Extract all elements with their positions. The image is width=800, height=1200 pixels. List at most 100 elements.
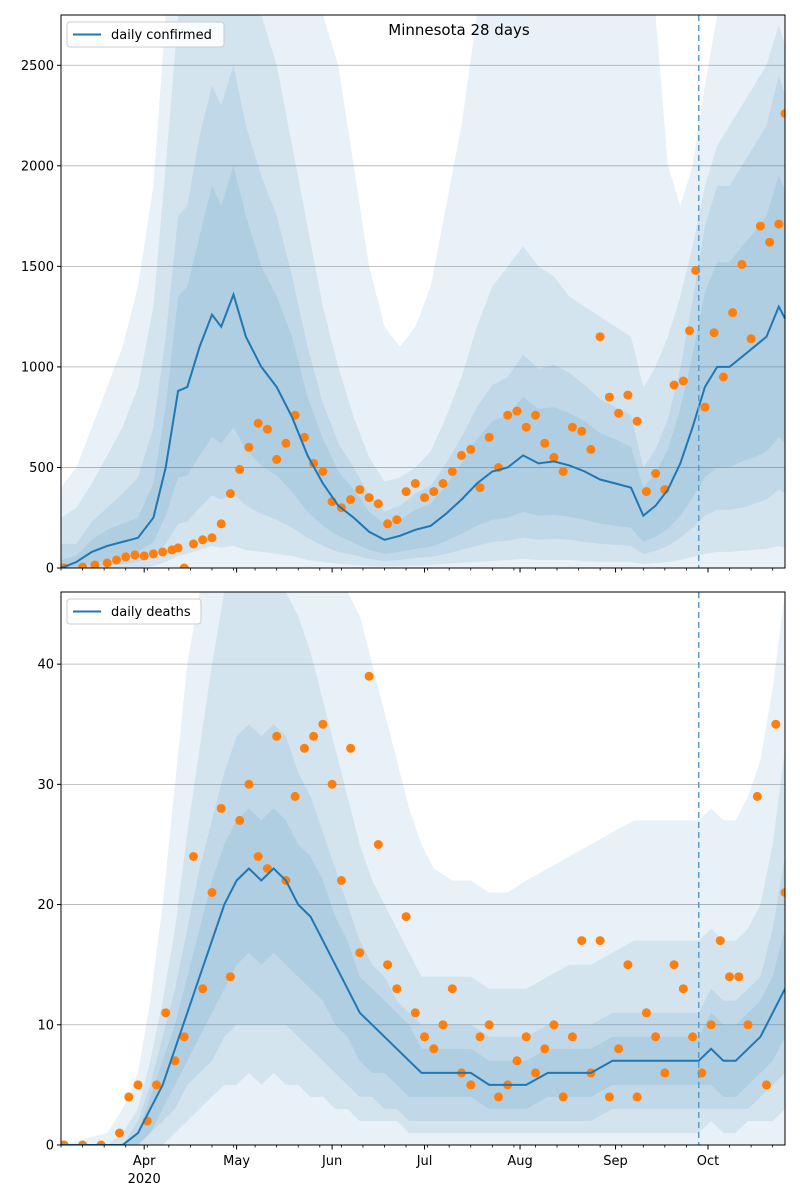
confirmed-observed-point — [148, 549, 158, 559]
deaths-legend-label: daily deaths — [111, 605, 191, 620]
confirmed-observed-point — [512, 406, 522, 416]
confirmed-observed-point — [207, 533, 217, 543]
confirmed-observed-point — [466, 444, 476, 454]
confirmed-observed-point — [678, 376, 688, 386]
confirmed-observed-point — [420, 493, 429, 503]
deaths-axes-frame — [60, 591, 786, 1146]
confirmed-observed-point — [718, 372, 728, 382]
deaths-observed-point — [383, 960, 393, 970]
deaths-observed-point — [225, 972, 235, 982]
confirmed-observed-point — [189, 539, 198, 549]
confirmed-observed-point — [121, 552, 131, 562]
deaths-observed-point — [364, 671, 374, 681]
deaths-observed-point — [235, 815, 245, 825]
confirmed-observed-point — [531, 410, 540, 420]
confirmed-observed-point — [669, 380, 679, 390]
deaths-observed-point — [152, 1080, 161, 1090]
deaths-observed-point — [651, 1032, 661, 1042]
deaths-observed-point — [401, 912, 411, 922]
confirmed-observed-point — [447, 467, 457, 476]
confirmed-observed-point — [102, 558, 112, 568]
deaths-observed-point — [669, 960, 679, 970]
deaths-ytick-label: 30 — [37, 778, 54, 793]
deaths-observed-point — [743, 1020, 753, 1030]
confirmed-observed-point — [355, 485, 365, 495]
deaths-ytick-label: 10 — [37, 1018, 54, 1033]
deaths-observed-point — [61, 1140, 69, 1145]
deaths-observed-point — [632, 1092, 642, 1102]
confirmed-ytick-label: 2000 — [21, 159, 54, 174]
deaths-observed-point — [780, 888, 785, 897]
confirmed-observed-point — [651, 469, 661, 478]
deaths-observed-point — [512, 1056, 522, 1066]
confirmed-observed-point — [586, 444, 596, 454]
deaths-observed-point — [475, 1032, 485, 1042]
deaths-observed-point — [558, 1092, 568, 1102]
deaths-observed-point — [762, 1080, 771, 1090]
confirmed-observed-point — [235, 465, 245, 474]
deaths-observed-point — [466, 1080, 476, 1090]
deaths-observed-point — [272, 731, 282, 741]
confirmed-legend-label: daily confirmed — [111, 28, 212, 43]
deaths-observed-point — [771, 719, 781, 729]
deaths-observed-point — [641, 1008, 651, 1018]
confirmed-observed-point — [746, 334, 756, 344]
confirmed-observed-point — [540, 438, 550, 448]
deaths-observed-point — [540, 1044, 550, 1054]
confirmed-observed-point — [780, 109, 785, 118]
deaths-observed-point — [715, 936, 725, 946]
confirmed-band-2 — [61, 65, 785, 568]
confirmed-observed-point — [373, 499, 383, 509]
deaths-chart-panel: 0 10 20 30 40 Apr 2020 May Jun Jul Aug Sep Oct daily … — [37, 591, 786, 1187]
deaths-observed-point — [124, 1092, 134, 1102]
confirmed-observed-point — [253, 418, 263, 428]
deaths-band-1 — [61, 592, 785, 1145]
confirmed-observed-point — [410, 479, 420, 488]
deaths-observed-point — [244, 779, 254, 789]
deaths-observed-point — [253, 852, 263, 861]
deaths-observed-point — [179, 1032, 189, 1042]
deaths-observed-point — [262, 864, 272, 873]
confirmed-chart-title: Minnesota 28 days — [388, 21, 530, 39]
deaths-observed-point — [531, 1068, 540, 1078]
deaths-observed-point — [392, 984, 402, 994]
confirmed-observed-point — [774, 219, 784, 229]
confirmed-plot-area — [61, 15, 785, 568]
confirmed-observed-point — [728, 308, 738, 318]
confirmed-observed-point — [709, 328, 719, 338]
deaths-observed-point — [133, 1080, 143, 1090]
confirmed-observed-point — [737, 259, 747, 269]
confirmed-observed-point — [685, 326, 694, 336]
confirmed-observed-point — [429, 487, 439, 497]
deaths-observed-point — [115, 1128, 124, 1138]
confirmed-observed-point — [614, 408, 624, 418]
deaths-observed-point — [484, 1020, 494, 1030]
confirmed-observed-point — [130, 550, 140, 560]
deaths-observed-point — [752, 791, 762, 801]
deaths-observed-point — [521, 1032, 531, 1042]
deaths-observed-point — [198, 984, 208, 994]
deaths-model-line — [61, 867, 785, 1145]
confirmed-observed-point — [503, 410, 513, 420]
confirmed-observed-point — [318, 467, 328, 476]
confirmed-observed-point — [691, 265, 701, 275]
confirmed-observed-point — [364, 493, 374, 503]
deaths-observed-point — [614, 1044, 624, 1054]
deaths-observed-point — [355, 948, 365, 958]
deaths-observed-point — [318, 719, 328, 729]
confirmed-observed-point — [90, 560, 100, 568]
deaths-xtick-label: Jun — [321, 1154, 342, 1169]
confirmed-chart-panel: 0 500 1000 1500 2000 2500 Minnesota 28 days dai… — [21, 14, 786, 577]
confirmed-observed-point — [567, 422, 577, 432]
deaths-observed-point — [660, 1068, 670, 1078]
confirmed-observed-point — [577, 426, 587, 436]
deaths-observed-point — [410, 1008, 420, 1018]
deaths-observed-point — [373, 840, 383, 849]
confirmed-observed-point — [755, 221, 765, 231]
deaths-ytick-label: 20 — [37, 898, 54, 913]
confirmed-observed-point — [595, 332, 605, 342]
deaths-legend: daily deaths — [66, 598, 202, 625]
deaths-observed-point — [697, 1068, 707, 1078]
deaths-xtick-sublabel: 2020 — [128, 1172, 161, 1187]
confirmed-observed-point — [198, 535, 208, 545]
